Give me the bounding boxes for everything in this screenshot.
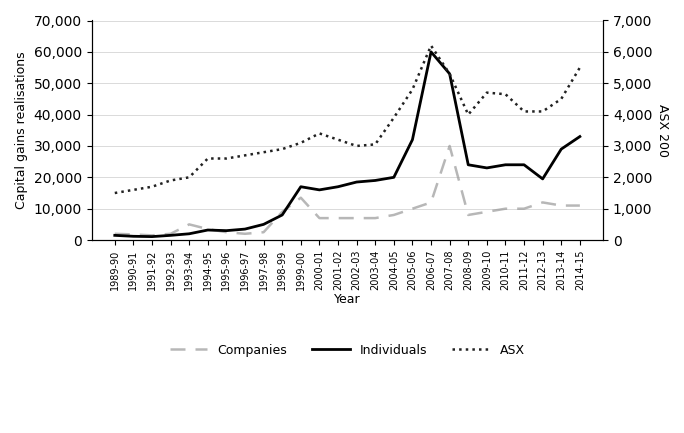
Companies	[278, 209, 287, 214]
Companies	[185, 222, 194, 227]
Individuals	[315, 187, 324, 193]
ASX	[538, 109, 547, 114]
ASX	[576, 65, 584, 70]
Companies	[241, 231, 249, 236]
Companies	[483, 209, 491, 214]
Legend: Companies, Individuals, ASX: Companies, Individuals, ASX	[165, 339, 529, 362]
Line: Individuals: Individuals	[115, 52, 580, 236]
Individuals	[371, 178, 380, 183]
Individuals	[576, 134, 584, 139]
ASX	[259, 150, 267, 155]
ASX	[315, 131, 324, 136]
ASX	[185, 175, 194, 180]
ASX	[464, 112, 473, 117]
ASX	[204, 156, 212, 161]
Individuals	[297, 184, 305, 189]
Individuals	[501, 162, 510, 168]
ASX	[297, 140, 305, 145]
Companies	[538, 200, 547, 205]
Companies	[148, 233, 156, 238]
Companies	[576, 203, 584, 208]
Companies	[129, 232, 137, 237]
Individuals	[278, 212, 287, 217]
ASX	[278, 146, 287, 152]
ASX	[352, 143, 360, 149]
Companies	[427, 200, 435, 205]
Individuals	[538, 176, 547, 181]
ASX	[520, 109, 528, 114]
ASX	[408, 87, 417, 92]
Individuals	[557, 146, 566, 152]
Individuals	[259, 222, 267, 227]
ASX	[241, 153, 249, 158]
Companies	[390, 212, 398, 217]
Individuals	[352, 179, 360, 184]
ASX	[445, 71, 453, 76]
ASX	[427, 43, 435, 48]
Companies	[334, 216, 342, 221]
Individuals	[390, 175, 398, 180]
Line: ASX: ASX	[115, 45, 580, 193]
ASX	[222, 156, 231, 161]
Individuals	[520, 162, 528, 168]
Companies	[352, 216, 360, 221]
Y-axis label: ASX 200: ASX 200	[656, 104, 669, 157]
Companies	[408, 206, 417, 211]
Individuals	[241, 226, 249, 232]
Individuals	[129, 234, 137, 239]
Individuals	[483, 165, 491, 171]
Individuals	[166, 233, 174, 238]
ASX	[334, 137, 342, 142]
ASX	[390, 115, 398, 120]
Companies	[557, 203, 566, 208]
ASX	[371, 142, 380, 147]
ASX	[111, 191, 119, 196]
ASX	[129, 187, 137, 193]
ASX	[148, 184, 156, 189]
Companies	[204, 226, 212, 232]
Companies	[297, 195, 305, 200]
Individuals	[408, 137, 417, 142]
Companies	[371, 216, 380, 221]
ASX	[557, 96, 566, 101]
Companies	[501, 206, 510, 211]
Individuals	[111, 233, 119, 238]
Companies	[315, 216, 324, 221]
Individuals	[427, 49, 435, 55]
Line: Companies: Companies	[115, 146, 580, 236]
Companies	[111, 231, 119, 236]
Individuals	[464, 162, 473, 168]
Companies	[464, 212, 473, 217]
Companies	[520, 206, 528, 211]
Companies	[259, 229, 267, 235]
ASX	[501, 92, 510, 97]
Individuals	[445, 71, 453, 76]
ASX	[483, 90, 491, 95]
Individuals	[204, 227, 212, 233]
Individuals	[148, 234, 156, 239]
Y-axis label: Capital gains realisations: Capital gains realisations	[15, 52, 28, 209]
Companies	[222, 229, 231, 235]
Companies	[445, 143, 453, 149]
Individuals	[334, 184, 342, 189]
Individuals	[185, 231, 194, 236]
Individuals	[222, 228, 231, 233]
ASX	[166, 178, 174, 183]
X-axis label: Year: Year	[334, 293, 360, 306]
Companies	[166, 231, 174, 236]
